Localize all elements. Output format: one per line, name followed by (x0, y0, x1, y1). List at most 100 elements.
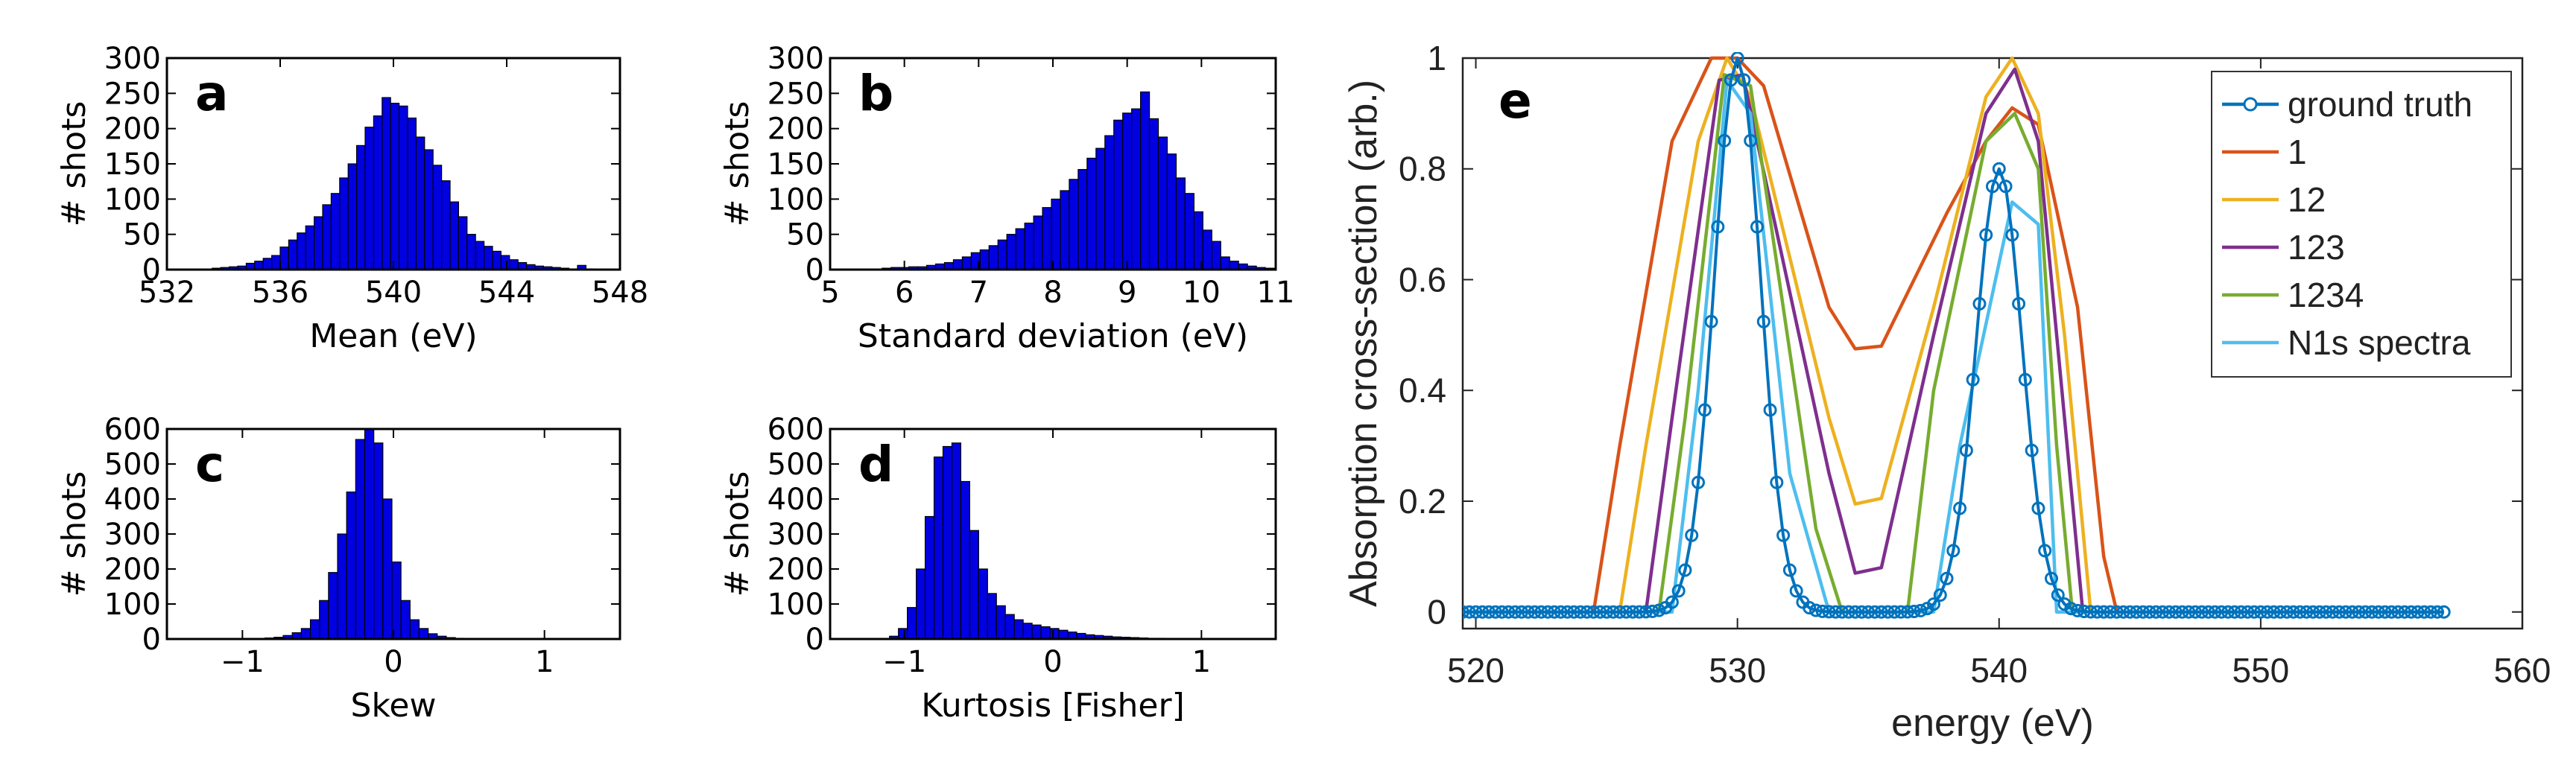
data-point (1639, 605, 1653, 619)
data-point (1861, 605, 1876, 619)
data-point (2104, 605, 2117, 619)
data-point (2391, 605, 2405, 619)
data-point (1737, 73, 1751, 87)
y-tick-label: 300 (768, 42, 824, 76)
data-point (2116, 605, 2130, 619)
data-point (1894, 605, 1908, 619)
data-point (1770, 475, 1784, 489)
legend-entry: 1 (2288, 133, 2307, 171)
panel-label: e (1499, 72, 1532, 130)
x-tick-label: 544 (478, 276, 535, 310)
panel-label: d (858, 436, 893, 493)
y-tick-label: 200 (104, 112, 161, 147)
data-point (1763, 403, 1777, 417)
histogram-bar (262, 258, 273, 270)
data-point (1697, 403, 1712, 417)
data-point (1469, 605, 1483, 619)
data-point (1678, 563, 1692, 577)
histogram-bar (1131, 108, 1142, 270)
histogram-bar (407, 117, 417, 270)
axes-frame (829, 427, 1277, 640)
data-point (1528, 605, 1542, 619)
data-point (1966, 372, 1980, 387)
data-point (1586, 605, 1601, 619)
x-axis-label: Standard deviation (eV) (858, 317, 1248, 355)
data-point (2215, 605, 2229, 619)
legend: ground truth 1 12 123 1234 N1s spectra (2211, 71, 2512, 378)
histogram-bar (952, 259, 963, 270)
x-tick-label: −1 (882, 645, 926, 679)
data-point (1645, 604, 1659, 618)
data-point (1868, 605, 1882, 619)
histogram-bar (346, 491, 356, 640)
histogram-bar (440, 180, 451, 270)
data-point (2162, 605, 2176, 619)
data-point (2345, 605, 2359, 619)
histogram-bar (1004, 614, 1015, 640)
data-point (2430, 605, 2444, 619)
x-tick-label: 548 (592, 276, 648, 310)
data-point (2071, 603, 2085, 617)
data-point (1803, 601, 1817, 615)
histogram-bar (924, 515, 935, 640)
data-point (2097, 605, 2111, 619)
data-point (1953, 501, 1967, 515)
data-point (2411, 605, 2425, 619)
data-point (1534, 605, 1548, 619)
histogram-bar (1166, 153, 1177, 270)
data-point (2260, 605, 2274, 619)
legend-entry: 123 (2288, 228, 2345, 267)
data-point (1515, 605, 1528, 619)
y-tick-label: 50 (123, 218, 161, 252)
y-tick-label: 100 (768, 182, 824, 217)
y-tick-label: 300 (104, 518, 161, 552)
data-point (1475, 605, 1490, 619)
data-point (1501, 605, 1516, 619)
legend-entry: 12 (2288, 180, 2326, 219)
histogram-bar (309, 619, 320, 640)
legend-marker (2243, 97, 2258, 112)
y-tick-label: 0.8 (1399, 150, 1446, 188)
histogram-bar (466, 234, 476, 270)
data-point (1626, 605, 1640, 619)
histogram-bar (1060, 190, 1070, 270)
histogram-bar (1122, 112, 1133, 270)
data-point (1704, 314, 1718, 328)
histogram-bar (1113, 119, 1124, 270)
y-tick-label: 0 (142, 623, 161, 657)
histogram-bar (898, 628, 908, 640)
data-point (1881, 605, 1895, 619)
data-point (2365, 605, 2379, 619)
data-point (2031, 501, 2045, 515)
histogram-bar (364, 127, 374, 270)
histogram-bar (988, 245, 999, 270)
data-point (2273, 605, 2288, 619)
histogram-bar (1086, 157, 1097, 270)
histogram-bar (978, 568, 988, 640)
histogram-bar (1033, 215, 1043, 270)
histogram-bar (339, 177, 349, 270)
y-tick-label: 0 (142, 253, 161, 287)
histogram-bar (987, 593, 997, 640)
data-point (1887, 605, 1902, 619)
data-point (1874, 605, 1888, 619)
x-tick-label: 0 (1043, 645, 1062, 679)
data-point (1914, 603, 1928, 617)
y-tick-label: 500 (104, 448, 161, 482)
histogram-bar (1058, 629, 1069, 640)
histogram-bar (1140, 91, 1151, 270)
y-tick-label: 0.4 (1399, 371, 1446, 410)
x-tick-label: 5 (820, 276, 839, 310)
histogram-bar (1184, 193, 1194, 270)
data-point (1508, 605, 1522, 619)
data-point (1633, 605, 1646, 619)
series-line-123 (1463, 67, 2444, 614)
histogram-bar (1175, 177, 1186, 270)
data-point (1724, 73, 1738, 87)
histogram-bar (391, 561, 402, 640)
histogram-bar (509, 259, 519, 270)
data-point (2358, 605, 2373, 619)
